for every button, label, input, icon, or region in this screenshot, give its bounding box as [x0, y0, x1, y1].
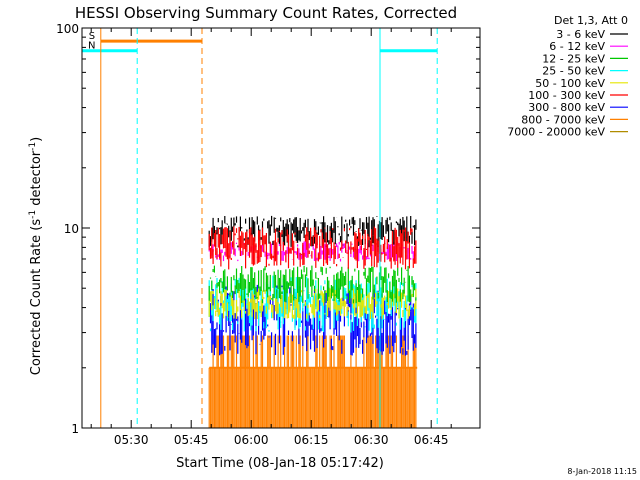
flag-label-s: S [89, 31, 95, 42]
chart-title: HESSI Observing Summary Count Rates, Cor… [75, 4, 457, 22]
x-tick-label: 06:00 [234, 433, 269, 447]
y-tick-label: 100 [56, 22, 79, 36]
legend-label: 800 - 7000 keV [521, 113, 605, 126]
y-tick-label: 1 [71, 422, 79, 436]
y-tick-label: 10 [64, 222, 79, 236]
x-tick-label: 06:45 [414, 433, 449, 447]
annotation-layer: SN [82, 28, 438, 428]
flag-label-n: N [88, 41, 95, 52]
legend-label: 12 - 25 keV [542, 52, 605, 65]
y-axis-label: Corrected Count Rate (s-1 detector-1) [28, 137, 44, 375]
x-tick-label: 05:30 [114, 433, 149, 447]
legend-label: 50 - 100 keV [535, 77, 605, 90]
y-axis-label-sup1: -1 [28, 210, 38, 219]
series-800-7000kev [208, 335, 417, 428]
footer-date: 8-Jan-2018 11:15 [567, 467, 637, 476]
x-tick-label: 06:15 [294, 433, 329, 447]
legend-label: 6 - 12 keV [549, 40, 605, 53]
x-tick-label: 06:30 [354, 433, 389, 447]
y-axis-label-mid: detector [29, 150, 44, 210]
y-axis-label-main: Corrected Count Rate (s [29, 219, 44, 376]
series-12-25kev [208, 265, 417, 304]
legend-title: Det 1,3, Att 0 [554, 14, 628, 27]
legend-label: 25 - 50 keV [542, 65, 605, 78]
legend-label: 100 - 300 keV [528, 89, 605, 102]
legend-label: 3 - 6 keV [556, 28, 605, 41]
axis-layer: 05:30 05:45 06:00 06:15 06:30 06:45 1 10 100 [56, 22, 480, 447]
legend-label: 300 - 800 keV [528, 101, 605, 114]
series-layer [208, 215, 418, 428]
x-tick-label: 05:45 [174, 433, 209, 447]
legend-label: 7000 - 20000 keV [507, 126, 605, 139]
x-axis-label: Start Time (08-Jan-18 05:17:42) [176, 456, 384, 471]
y-axis-label-sup2: -1 [28, 142, 38, 151]
series-100-300kev [208, 226, 417, 270]
y-axis-label-end: ) [29, 137, 44, 142]
